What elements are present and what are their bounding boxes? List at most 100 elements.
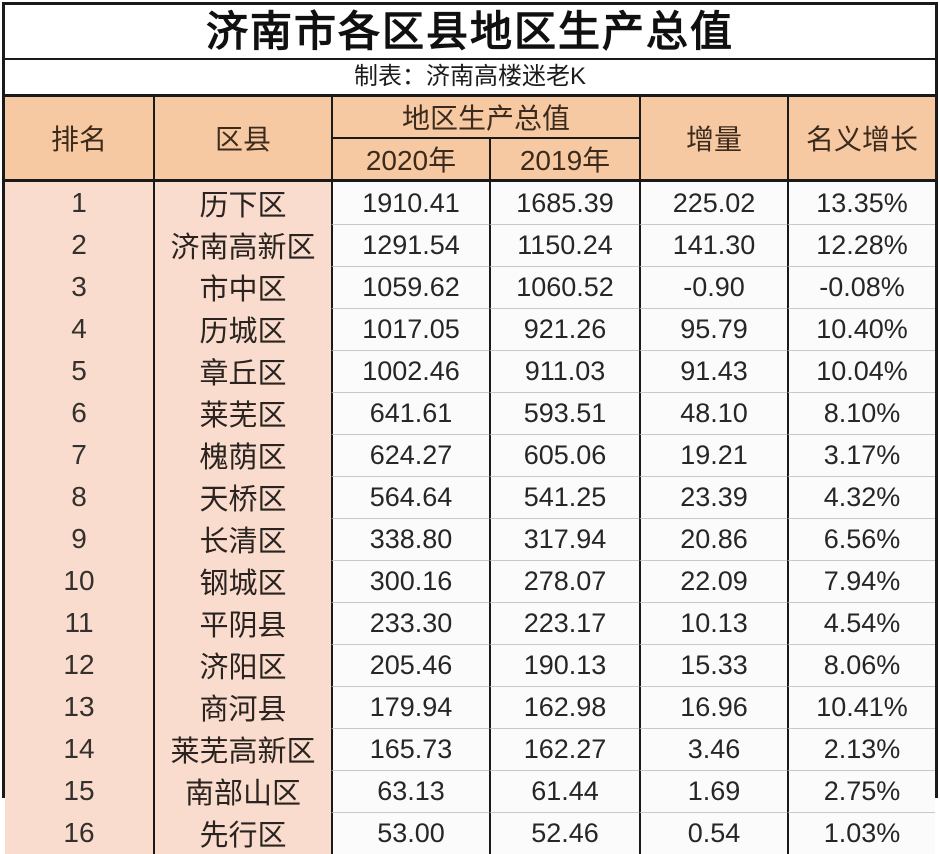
gdp-2020-cell: 624.27 bbox=[331, 434, 489, 476]
gdp-2019-cell: 921.26 bbox=[489, 308, 639, 350]
table-row: 14 莱芜高新区 165.73 162.27 3.46 2.13% bbox=[5, 728, 935, 770]
gdp-2020-cell: 63.13 bbox=[331, 770, 489, 812]
table-row: 4 历城区 1017.05 921.26 95.79 10.40% bbox=[5, 308, 935, 350]
increment-cell: 0.54 bbox=[639, 812, 787, 854]
rank-cell: 8 bbox=[5, 476, 153, 518]
gdp-2019-cell: 162.27 bbox=[489, 728, 639, 770]
col-header-district: 区县 bbox=[153, 97, 331, 182]
growth-cell: 1.03% bbox=[787, 812, 935, 854]
district-cell: 先行区 bbox=[153, 812, 331, 854]
district-cell: 长清区 bbox=[153, 518, 331, 560]
gdp-2019-cell: 61.44 bbox=[489, 770, 639, 812]
gdp-2020-cell: 564.64 bbox=[331, 476, 489, 518]
gdp-2019-cell: 605.06 bbox=[489, 434, 639, 476]
gdp-2020-cell: 641.61 bbox=[331, 392, 489, 434]
rank-cell: 15 bbox=[5, 770, 153, 812]
growth-cell: 10.04% bbox=[787, 350, 935, 392]
rank-cell: 13 bbox=[5, 686, 153, 728]
col-header-rank: 排名 bbox=[5, 97, 153, 182]
gdp-2019-cell: 541.25 bbox=[489, 476, 639, 518]
district-cell: 槐荫区 bbox=[153, 434, 331, 476]
growth-cell: 2.75% bbox=[787, 770, 935, 812]
table-header: 排名 区县 地区生产总值 增量 名义增长 2020年 2019年 bbox=[5, 97, 935, 182]
table-row: 7 槐荫区 624.27 605.06 19.21 3.17% bbox=[5, 434, 935, 476]
table-row: 1 历下区 1910.41 1685.39 225.02 13.35% bbox=[5, 182, 935, 224]
growth-cell: -0.08% bbox=[787, 266, 935, 308]
gdp-2020-cell: 338.80 bbox=[331, 518, 489, 560]
gdp-2019-cell: 223.17 bbox=[489, 602, 639, 644]
district-cell: 天桥区 bbox=[153, 476, 331, 518]
gdp-2019-cell: 190.13 bbox=[489, 644, 639, 686]
district-cell: 钢城区 bbox=[153, 560, 331, 602]
table-row: 2 济南高新区 1291.54 1150.24 141.30 12.28% bbox=[5, 224, 935, 266]
table-row: 9 长清区 338.80 317.94 20.86 6.56% bbox=[5, 518, 935, 560]
gdp-2020-cell: 1059.62 bbox=[331, 266, 489, 308]
rank-cell: 2 bbox=[5, 224, 153, 266]
gdp-2020-cell: 1291.54 bbox=[331, 224, 489, 266]
rank-cell: 14 bbox=[5, 728, 153, 770]
increment-cell: 22.09 bbox=[639, 560, 787, 602]
district-cell: 平阴县 bbox=[153, 602, 331, 644]
increment-cell: 3.46 bbox=[639, 728, 787, 770]
table-row: 6 莱芜区 641.61 593.51 48.10 8.10% bbox=[5, 392, 935, 434]
gdp-2019-cell: 1150.24 bbox=[489, 224, 639, 266]
increment-cell: 225.02 bbox=[639, 182, 787, 224]
gdp-2019-cell: 1685.39 bbox=[489, 182, 639, 224]
rank-cell: 6 bbox=[5, 392, 153, 434]
gdp-table: 排名 区县 地区生产总值 增量 名义增长 2020年 2019年 1 历下区 1… bbox=[5, 97, 935, 854]
gdp-2020-cell: 53.00 bbox=[331, 812, 489, 854]
gdp-2020-cell: 233.30 bbox=[331, 602, 489, 644]
growth-cell: 4.32% bbox=[787, 476, 935, 518]
increment-cell: 16.96 bbox=[639, 686, 787, 728]
increment-cell: 20.86 bbox=[639, 518, 787, 560]
table-row: 5 章丘区 1002.46 911.03 91.43 10.04% bbox=[5, 350, 935, 392]
gdp-2020-cell: 1002.46 bbox=[331, 350, 489, 392]
gdp-2020-cell: 165.73 bbox=[331, 728, 489, 770]
col-header-2020: 2020年 bbox=[331, 139, 489, 182]
increment-cell: 1.69 bbox=[639, 770, 787, 812]
gdp-2020-cell: 205.46 bbox=[331, 644, 489, 686]
district-cell: 历城区 bbox=[153, 308, 331, 350]
gdp-2019-cell: 911.03 bbox=[489, 350, 639, 392]
rank-cell: 16 bbox=[5, 812, 153, 854]
growth-cell: 7.94% bbox=[787, 560, 935, 602]
gdp-2020-cell: 179.94 bbox=[331, 686, 489, 728]
table-body: 1 历下区 1910.41 1685.39 225.02 13.35% 2 济南… bbox=[5, 182, 935, 854]
rank-cell: 11 bbox=[5, 602, 153, 644]
col-header-nominal-growth: 名义增长 bbox=[787, 97, 935, 182]
growth-cell: 12.28% bbox=[787, 224, 935, 266]
increment-cell: 19.21 bbox=[639, 434, 787, 476]
gdp-2020-cell: 1017.05 bbox=[331, 308, 489, 350]
growth-cell: 10.40% bbox=[787, 308, 935, 350]
table-row: 15 南部山区 63.13 61.44 1.69 2.75% bbox=[5, 770, 935, 812]
increment-cell: 23.39 bbox=[639, 476, 787, 518]
district-cell: 济阳区 bbox=[153, 644, 331, 686]
gdp-2019-cell: 162.98 bbox=[489, 686, 639, 728]
page-title: 济南市各区县地区生产总值 bbox=[5, 5, 935, 60]
district-cell: 莱芜区 bbox=[153, 392, 331, 434]
col-header-2019: 2019年 bbox=[489, 139, 639, 182]
rank-cell: 12 bbox=[5, 644, 153, 686]
gdp-2020-cell: 300.16 bbox=[331, 560, 489, 602]
gdp-2019-cell: 1060.52 bbox=[489, 266, 639, 308]
growth-cell: 2.13% bbox=[787, 728, 935, 770]
increment-cell: -0.90 bbox=[639, 266, 787, 308]
district-cell: 济南高新区 bbox=[153, 224, 331, 266]
gdp-2019-cell: 317.94 bbox=[489, 518, 639, 560]
col-header-increment: 增量 bbox=[639, 97, 787, 182]
growth-cell: 10.41% bbox=[787, 686, 935, 728]
rank-cell: 7 bbox=[5, 434, 153, 476]
rank-cell: 4 bbox=[5, 308, 153, 350]
district-cell: 南部山区 bbox=[153, 770, 331, 812]
table-row: 10 钢城区 300.16 278.07 22.09 7.94% bbox=[5, 560, 935, 602]
district-cell: 历下区 bbox=[153, 182, 331, 224]
gdp-2019-cell: 278.07 bbox=[489, 560, 639, 602]
rank-cell: 5 bbox=[5, 350, 153, 392]
subtitle: 制表：济南高楼迷老K bbox=[5, 60, 935, 97]
district-cell: 莱芜高新区 bbox=[153, 728, 331, 770]
increment-cell: 95.79 bbox=[639, 308, 787, 350]
table-row: 12 济阳区 205.46 190.13 15.33 8.06% bbox=[5, 644, 935, 686]
table-row: 13 商河县 179.94 162.98 16.96 10.41% bbox=[5, 686, 935, 728]
increment-cell: 48.10 bbox=[639, 392, 787, 434]
increment-cell: 91.43 bbox=[639, 350, 787, 392]
